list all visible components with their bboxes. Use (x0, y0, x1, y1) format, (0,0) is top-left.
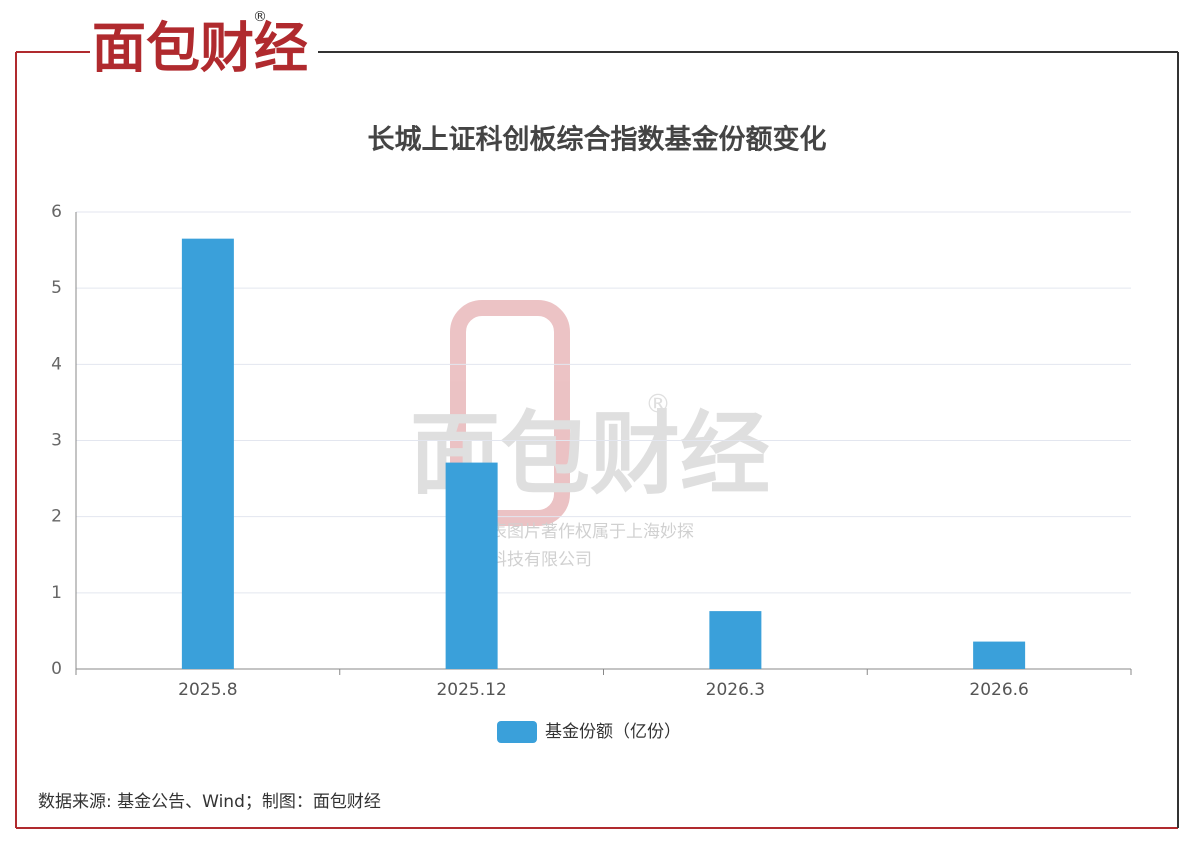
brand-mark: ® (253, 9, 267, 25)
y-tick-label: 2 (51, 507, 62, 527)
bar (709, 611, 762, 669)
bar (181, 238, 234, 670)
source-note: 数据来源: 基金公告、Wind；制图：面包财经 (38, 792, 381, 812)
legend-label: 基金份额（亿份） (545, 722, 681, 742)
x-tick-label: 2025.8 (178, 680, 237, 700)
frame (15, 51, 1179, 829)
watermark-text: 本图表图片著作权属于上海妙探 (456, 522, 694, 542)
y-tick-label: 5 (51, 278, 62, 298)
y-tick-label: 1 (51, 583, 62, 603)
watermark-mark: ® (645, 390, 671, 420)
watermark: 面包财经 ® 本图表图片著作权属于上海妙探 网络科技有限公司 (410, 300, 770, 570)
bar (973, 641, 1026, 669)
y-tick-label: 0 (51, 659, 62, 679)
x-tick-label: 2026.3 (706, 680, 765, 700)
brand-logo: 面包财经 (92, 17, 308, 80)
y-tick-label: 4 (51, 354, 62, 374)
legend-swatch (497, 721, 537, 743)
y-tick-label: 3 (51, 431, 62, 451)
x-tick-label: 2026.6 (969, 680, 1028, 700)
chart-title: 长城上证科创板综合指数基金份额变化 (368, 124, 827, 156)
bar (445, 462, 498, 669)
x-tick-label: 2025.12 (436, 680, 506, 700)
y-tick-label: 6 (51, 202, 62, 222)
